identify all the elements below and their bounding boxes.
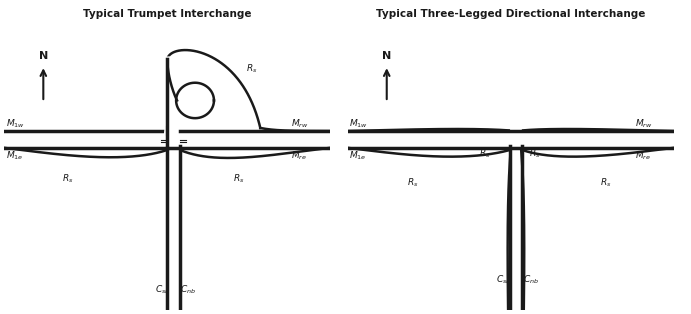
Text: $R_s$: $R_s$ — [62, 172, 73, 185]
Text: $M_{1e}$: $M_{1e}$ — [6, 149, 23, 162]
Text: $M_{rw}$: $M_{rw}$ — [292, 117, 309, 130]
Text: $R_s$: $R_s$ — [600, 177, 611, 189]
Text: Typical Three-Legged Directional Interchange: Typical Three-Legged Directional Interch… — [376, 9, 645, 19]
Text: $R_s$: $R_s$ — [247, 62, 258, 75]
Text: $C_{sb}$: $C_{sb}$ — [496, 273, 511, 285]
Text: $R_s$: $R_s$ — [479, 148, 491, 160]
Text: $R_s$: $R_s$ — [407, 177, 419, 189]
Text: Typical Trumpet Interchange: Typical Trumpet Interchange — [83, 9, 252, 19]
Text: $M_{re}$: $M_{re}$ — [635, 149, 651, 162]
Circle shape — [178, 85, 211, 116]
Text: $C_{nb}$: $C_{nb}$ — [523, 273, 539, 285]
Text: $C_{sb}$: $C_{sb}$ — [155, 284, 170, 296]
Text: $M_{re}$: $M_{re}$ — [292, 149, 307, 162]
Text: N: N — [39, 51, 48, 61]
Text: $M_{1w}$: $M_{1w}$ — [6, 117, 25, 130]
Text: $M_{1w}$: $M_{1w}$ — [349, 117, 368, 130]
Text: $R_s$: $R_s$ — [234, 172, 245, 185]
Text: N: N — [382, 51, 391, 61]
Text: $M_{1e}$: $M_{1e}$ — [349, 149, 367, 162]
Text: $M_{rw}$: $M_{rw}$ — [635, 117, 652, 130]
Text: $C_{nb}$: $C_{nb}$ — [180, 284, 196, 296]
Text: $L_s$: $L_s$ — [194, 97, 204, 109]
Text: $R_s$: $R_s$ — [529, 148, 541, 160]
